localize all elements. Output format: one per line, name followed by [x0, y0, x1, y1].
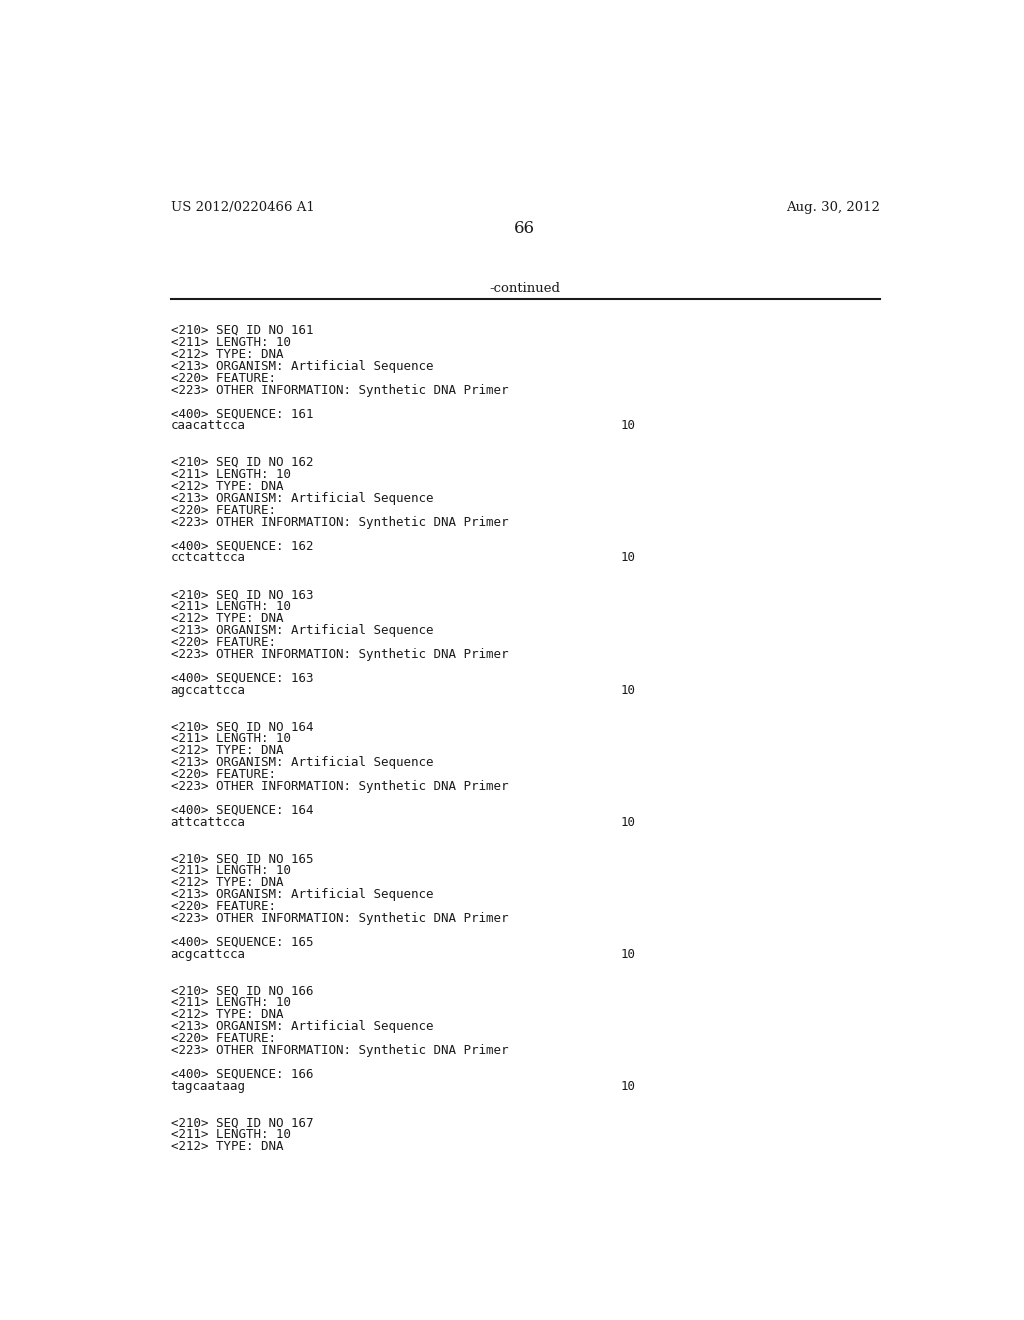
Text: <213> ORGANISM: Artificial Sequence: <213> ORGANISM: Artificial Sequence	[171, 1020, 433, 1034]
Text: <210> SEQ ID NO 164: <210> SEQ ID NO 164	[171, 721, 313, 733]
Text: <400> SEQUENCE: 164: <400> SEQUENCE: 164	[171, 804, 313, 817]
Text: US 2012/0220466 A1: US 2012/0220466 A1	[171, 201, 314, 214]
Text: <212> TYPE: DNA: <212> TYPE: DNA	[171, 876, 283, 890]
Text: <211> LENGTH: 10: <211> LENGTH: 10	[171, 865, 291, 876]
Text: <220> FEATURE:: <220> FEATURE:	[171, 768, 275, 781]
Text: <223> OTHER INFORMATION: Synthetic DNA Primer: <223> OTHER INFORMATION: Synthetic DNA P…	[171, 780, 508, 793]
Text: <210> SEQ ID NO 161: <210> SEQ ID NO 161	[171, 323, 313, 337]
Text: attcattcca: attcattcca	[171, 816, 246, 829]
Text: <211> LENGTH: 10: <211> LENGTH: 10	[171, 601, 291, 612]
Text: <211> LENGTH: 10: <211> LENGTH: 10	[171, 335, 291, 348]
Text: <213> ORGANISM: Artificial Sequence: <213> ORGANISM: Artificial Sequence	[171, 360, 433, 372]
Text: <213> ORGANISM: Artificial Sequence: <213> ORGANISM: Artificial Sequence	[171, 492, 433, 504]
Text: <400> SEQUENCE: 165: <400> SEQUENCE: 165	[171, 936, 313, 949]
Text: <400> SEQUENCE: 166: <400> SEQUENCE: 166	[171, 1068, 313, 1081]
Text: <212> TYPE: DNA: <212> TYPE: DNA	[171, 612, 283, 624]
Text: <400> SEQUENCE: 163: <400> SEQUENCE: 163	[171, 672, 313, 685]
Text: <211> LENGTH: 10: <211> LENGTH: 10	[171, 1129, 291, 1142]
Text: <220> FEATURE:: <220> FEATURE:	[171, 1032, 275, 1045]
Text: 10: 10	[621, 1080, 635, 1093]
Text: 10: 10	[621, 684, 635, 697]
Text: <223> OTHER INFORMATION: Synthetic DNA Primer: <223> OTHER INFORMATION: Synthetic DNA P…	[171, 1044, 508, 1057]
Text: tagcaataag: tagcaataag	[171, 1080, 246, 1093]
Text: <223> OTHER INFORMATION: Synthetic DNA Primer: <223> OTHER INFORMATION: Synthetic DNA P…	[171, 384, 508, 396]
Text: <400> SEQUENCE: 162: <400> SEQUENCE: 162	[171, 540, 313, 553]
Text: Aug. 30, 2012: Aug. 30, 2012	[785, 201, 880, 214]
Text: <213> ORGANISM: Artificial Sequence: <213> ORGANISM: Artificial Sequence	[171, 756, 433, 770]
Text: <211> LENGTH: 10: <211> LENGTH: 10	[171, 997, 291, 1010]
Text: <210> SEQ ID NO 162: <210> SEQ ID NO 162	[171, 455, 313, 469]
Text: <210> SEQ ID NO 163: <210> SEQ ID NO 163	[171, 589, 313, 601]
Text: <223> OTHER INFORMATION: Synthetic DNA Primer: <223> OTHER INFORMATION: Synthetic DNA P…	[171, 516, 508, 529]
Text: <212> TYPE: DNA: <212> TYPE: DNA	[171, 480, 283, 492]
Text: <212> TYPE: DNA: <212> TYPE: DNA	[171, 744, 283, 756]
Text: 10: 10	[621, 552, 635, 565]
Text: <211> LENGTH: 10: <211> LENGTH: 10	[171, 469, 291, 480]
Text: <212> TYPE: DNA: <212> TYPE: DNA	[171, 1140, 283, 1154]
Text: <220> FEATURE:: <220> FEATURE:	[171, 900, 275, 913]
Text: caacattcca: caacattcca	[171, 420, 246, 433]
Text: agccattcca: agccattcca	[171, 684, 246, 697]
Text: <210> SEQ ID NO 165: <210> SEQ ID NO 165	[171, 853, 313, 865]
Text: <400> SEQUENCE: 161: <400> SEQUENCE: 161	[171, 408, 313, 421]
Text: <213> ORGANISM: Artificial Sequence: <213> ORGANISM: Artificial Sequence	[171, 624, 433, 636]
Text: <213> ORGANISM: Artificial Sequence: <213> ORGANISM: Artificial Sequence	[171, 888, 433, 902]
Text: <223> OTHER INFORMATION: Synthetic DNA Primer: <223> OTHER INFORMATION: Synthetic DNA P…	[171, 648, 508, 661]
Text: acgcattcca: acgcattcca	[171, 948, 246, 961]
Text: <220> FEATURE:: <220> FEATURE:	[171, 372, 275, 384]
Text: 10: 10	[621, 420, 635, 433]
Text: <210> SEQ ID NO 167: <210> SEQ ID NO 167	[171, 1117, 313, 1130]
Text: <220> FEATURE:: <220> FEATURE:	[171, 636, 275, 649]
Text: <210> SEQ ID NO 166: <210> SEQ ID NO 166	[171, 985, 313, 997]
Text: <211> LENGTH: 10: <211> LENGTH: 10	[171, 733, 291, 744]
Text: 10: 10	[621, 816, 635, 829]
Text: <220> FEATURE:: <220> FEATURE:	[171, 504, 275, 516]
Text: <212> TYPE: DNA: <212> TYPE: DNA	[171, 348, 283, 360]
Text: 66: 66	[514, 220, 536, 238]
Text: <223> OTHER INFORMATION: Synthetic DNA Primer: <223> OTHER INFORMATION: Synthetic DNA P…	[171, 912, 508, 925]
Text: cctcattcca: cctcattcca	[171, 552, 246, 565]
Text: 10: 10	[621, 948, 635, 961]
Text: <212> TYPE: DNA: <212> TYPE: DNA	[171, 1008, 283, 1022]
Text: -continued: -continued	[489, 281, 560, 294]
